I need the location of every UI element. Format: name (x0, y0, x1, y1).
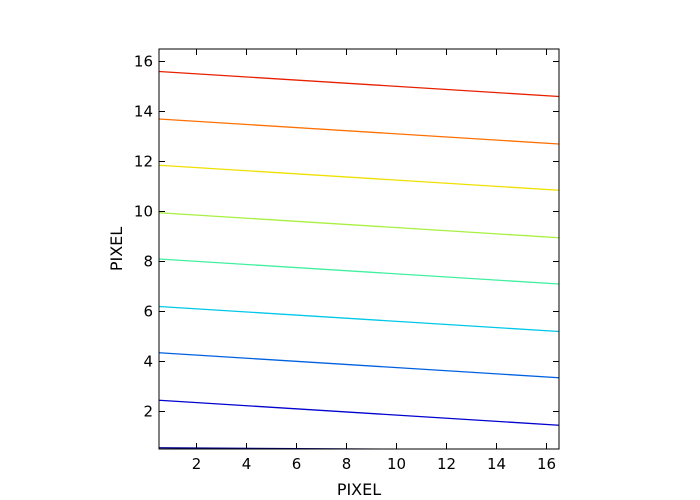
x-tick-label: 14 (487, 455, 506, 473)
series-line-1 (159, 447, 464, 449)
x-tick-label: 2 (192, 455, 202, 473)
x-axis-label: PIXEL (337, 480, 381, 499)
x-tick-label: 8 (342, 455, 352, 473)
series-line-7 (159, 164, 559, 191)
series-line-5 (159, 258, 559, 285)
x-tick-label: 12 (437, 455, 456, 473)
series-line-6 (159, 212, 559, 239)
series-layer (159, 70, 559, 449)
y-tick-label: 2 (143, 403, 153, 421)
series-line-3 (159, 352, 559, 379)
x-tick-label: 4 (242, 455, 252, 473)
x-tick-label: 10 (387, 455, 406, 473)
y-axis-label: PIXEL (107, 227, 126, 271)
y-tick-label: 4 (143, 353, 153, 371)
y-tick-label: 12 (134, 153, 153, 171)
plot-frame (158, 48, 560, 450)
y-tick-label: 10 (134, 203, 153, 221)
x-tick-label: 6 (292, 455, 302, 473)
series-line-9 (159, 70, 559, 98)
series-line-4 (159, 305, 559, 333)
tick-layer: 2 4 6 8 10 12 14 16 2 4 6 8 10 12 14 16 (134, 49, 559, 473)
y-tick-label: 6 (143, 303, 153, 321)
series-line-8 (159, 118, 559, 145)
y-tick-label: 8 (143, 253, 153, 271)
y-tick-label: 14 (134, 103, 153, 121)
x-tick-label: 16 (537, 455, 556, 473)
y-tick-label: 16 (134, 53, 153, 71)
series-line-2 (159, 399, 559, 426)
